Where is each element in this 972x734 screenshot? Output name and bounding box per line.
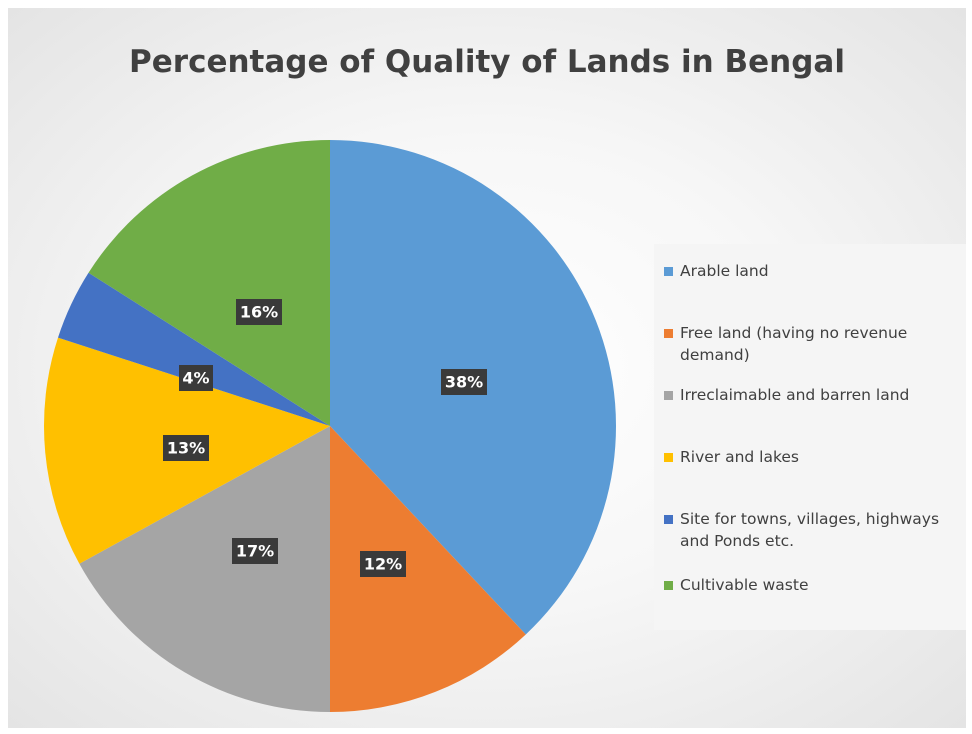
data-label-box bbox=[232, 538, 278, 564]
legend-swatch bbox=[664, 453, 673, 462]
data-label-text: 4% bbox=[182, 369, 209, 388]
data-label: 17% bbox=[232, 538, 278, 564]
data-label-box bbox=[179, 365, 213, 391]
legend-item: Cultivable waste bbox=[664, 574, 964, 596]
legend-label: Site for towns, villages, highways and P… bbox=[680, 510, 940, 550]
data-label: 13% bbox=[163, 435, 209, 461]
legend-label: Irreclaimable and barren land bbox=[680, 386, 910, 404]
data-label-box bbox=[163, 435, 209, 461]
chart-area: Percentage of Quality of Lands in Bengal… bbox=[8, 8, 966, 728]
data-label-text: 17% bbox=[236, 542, 274, 561]
pie-slice bbox=[330, 426, 526, 712]
pie-chart: 38% 12% 17% 13% 4% 16% bbox=[44, 140, 616, 712]
data-label: 4% bbox=[179, 365, 213, 391]
data-label-text: 13% bbox=[167, 439, 205, 458]
legend-swatch bbox=[664, 391, 673, 400]
chart-title: Percentage of Quality of Lands in Bengal bbox=[129, 44, 845, 80]
data-label: 12% bbox=[360, 551, 406, 577]
data-label-text: 38% bbox=[445, 373, 483, 392]
data-label-box bbox=[360, 551, 406, 577]
legend-swatch bbox=[664, 515, 673, 524]
legend-swatch bbox=[664, 267, 673, 276]
legend-label: Free land (having no revenue demand) bbox=[680, 324, 908, 364]
data-label-text: 16% bbox=[240, 303, 278, 322]
legend: Arable land Free land (having no revenue … bbox=[654, 244, 966, 630]
legend-item: River and lakes bbox=[664, 446, 964, 468]
data-label-box bbox=[441, 369, 487, 395]
legend-swatch bbox=[664, 581, 673, 590]
legend-item: Site for towns, villages, highways and P… bbox=[664, 508, 964, 552]
data-label-text: 12% bbox=[364, 555, 402, 574]
pie-slice bbox=[79, 426, 331, 712]
data-label: 38% bbox=[441, 369, 487, 395]
legend-item: Irreclaimable and barren land bbox=[664, 384, 964, 406]
legend-swatch bbox=[664, 329, 673, 338]
legend-item: Arable land bbox=[664, 260, 964, 282]
pie-slice bbox=[57, 272, 331, 426]
legend-label: Cultivable waste bbox=[680, 576, 809, 594]
data-label: 16% bbox=[236, 299, 282, 325]
legend-item: Free land (having no revenue demand) bbox=[664, 322, 964, 366]
legend-label: River and lakes bbox=[680, 448, 800, 466]
pie-slice bbox=[88, 140, 330, 426]
legend-label: Arable land bbox=[680, 262, 769, 280]
data-label-box bbox=[236, 299, 282, 325]
